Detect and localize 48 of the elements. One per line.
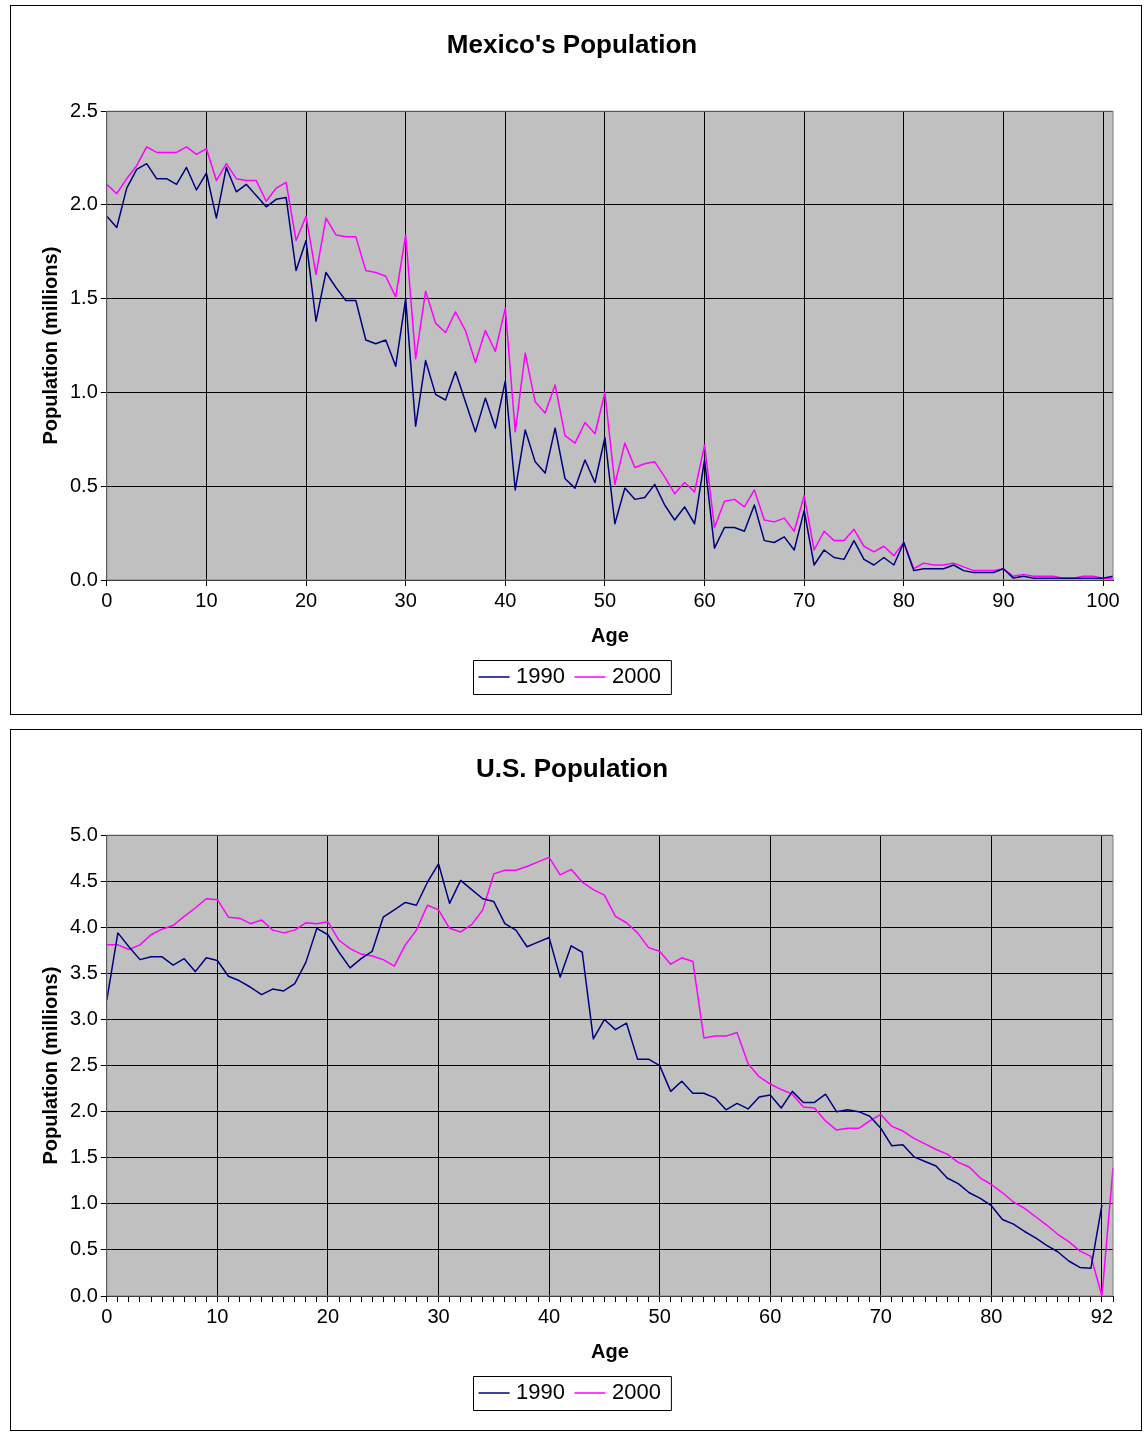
y-tick-label: 0.0	[69, 567, 98, 590]
x-tick-label: 40	[494, 588, 517, 611]
y-tick-label: 5.0	[69, 822, 98, 845]
x-tick-label: 10	[195, 588, 218, 611]
x-tick-label: 60	[693, 588, 716, 611]
y-tick-label: 2.5	[69, 98, 98, 121]
y-tick-label: 2.5	[69, 1053, 98, 1076]
x-tick-label: 40	[537, 1304, 561, 1327]
y-tick-label: 4.0	[69, 914, 98, 937]
y-tick-label: 0.0	[69, 1283, 98, 1306]
x-tick-label: 50	[648, 1304, 671, 1327]
x-tick-label: 100	[1086, 588, 1120, 611]
x-tick-label: 20	[316, 1304, 340, 1327]
y-tick-label: 1.5	[69, 286, 98, 309]
x-tick-label: 10	[206, 1304, 229, 1327]
y-tick-label: 1.0	[69, 380, 98, 402]
y-tick-label: 0.5	[69, 473, 98, 496]
x-tick-label: 92	[1090, 1304, 1114, 1327]
legend-label: 2000	[612, 1379, 661, 1405]
x-tick-label: 80	[980, 1304, 1003, 1327]
legend-label: 2000	[612, 663, 661, 689]
x-tick-label: 70	[869, 1304, 892, 1327]
x-axis-title: Age	[591, 1339, 629, 1362]
y-tick-label: 0.5	[69, 1237, 98, 1260]
x-tick-label: 50	[593, 588, 617, 611]
x-tick-label: 80	[892, 588, 915, 611]
y-tick-label: 3.0	[69, 1007, 98, 1030]
y-tick-label: 1.0	[69, 1191, 98, 1214]
y-tick-label: 4.5	[69, 868, 98, 891]
chart-title: Mexico's Population	[446, 28, 698, 59]
x-tick-label: 30	[427, 1304, 450, 1327]
x-tick-label: 0	[101, 588, 113, 611]
y-tick-label: 2.0	[69, 192, 98, 215]
x-tick-label: 20	[294, 588, 318, 611]
legend-label: 1990	[516, 663, 566, 689]
legend-label: 1990	[516, 1379, 566, 1405]
x-tick-label: 30	[394, 588, 417, 611]
y-tick-label: 3.5	[69, 960, 98, 983]
x-tick-label: 60	[759, 1304, 782, 1327]
y-tick-label: 1.5	[69, 1145, 98, 1168]
y-tick-label: 2.0	[69, 1099, 98, 1122]
y-axis-title: Population (millions)	[38, 246, 61, 445]
x-tick-label: 90	[992, 588, 1015, 611]
x-tick-label: 70	[793, 588, 816, 611]
x-axis-title: Age	[591, 623, 629, 646]
y-axis-title: Population (millions)	[38, 966, 61, 1165]
chart-title: U.S. Population	[475, 752, 669, 783]
x-tick-label: 0	[101, 1304, 113, 1327]
